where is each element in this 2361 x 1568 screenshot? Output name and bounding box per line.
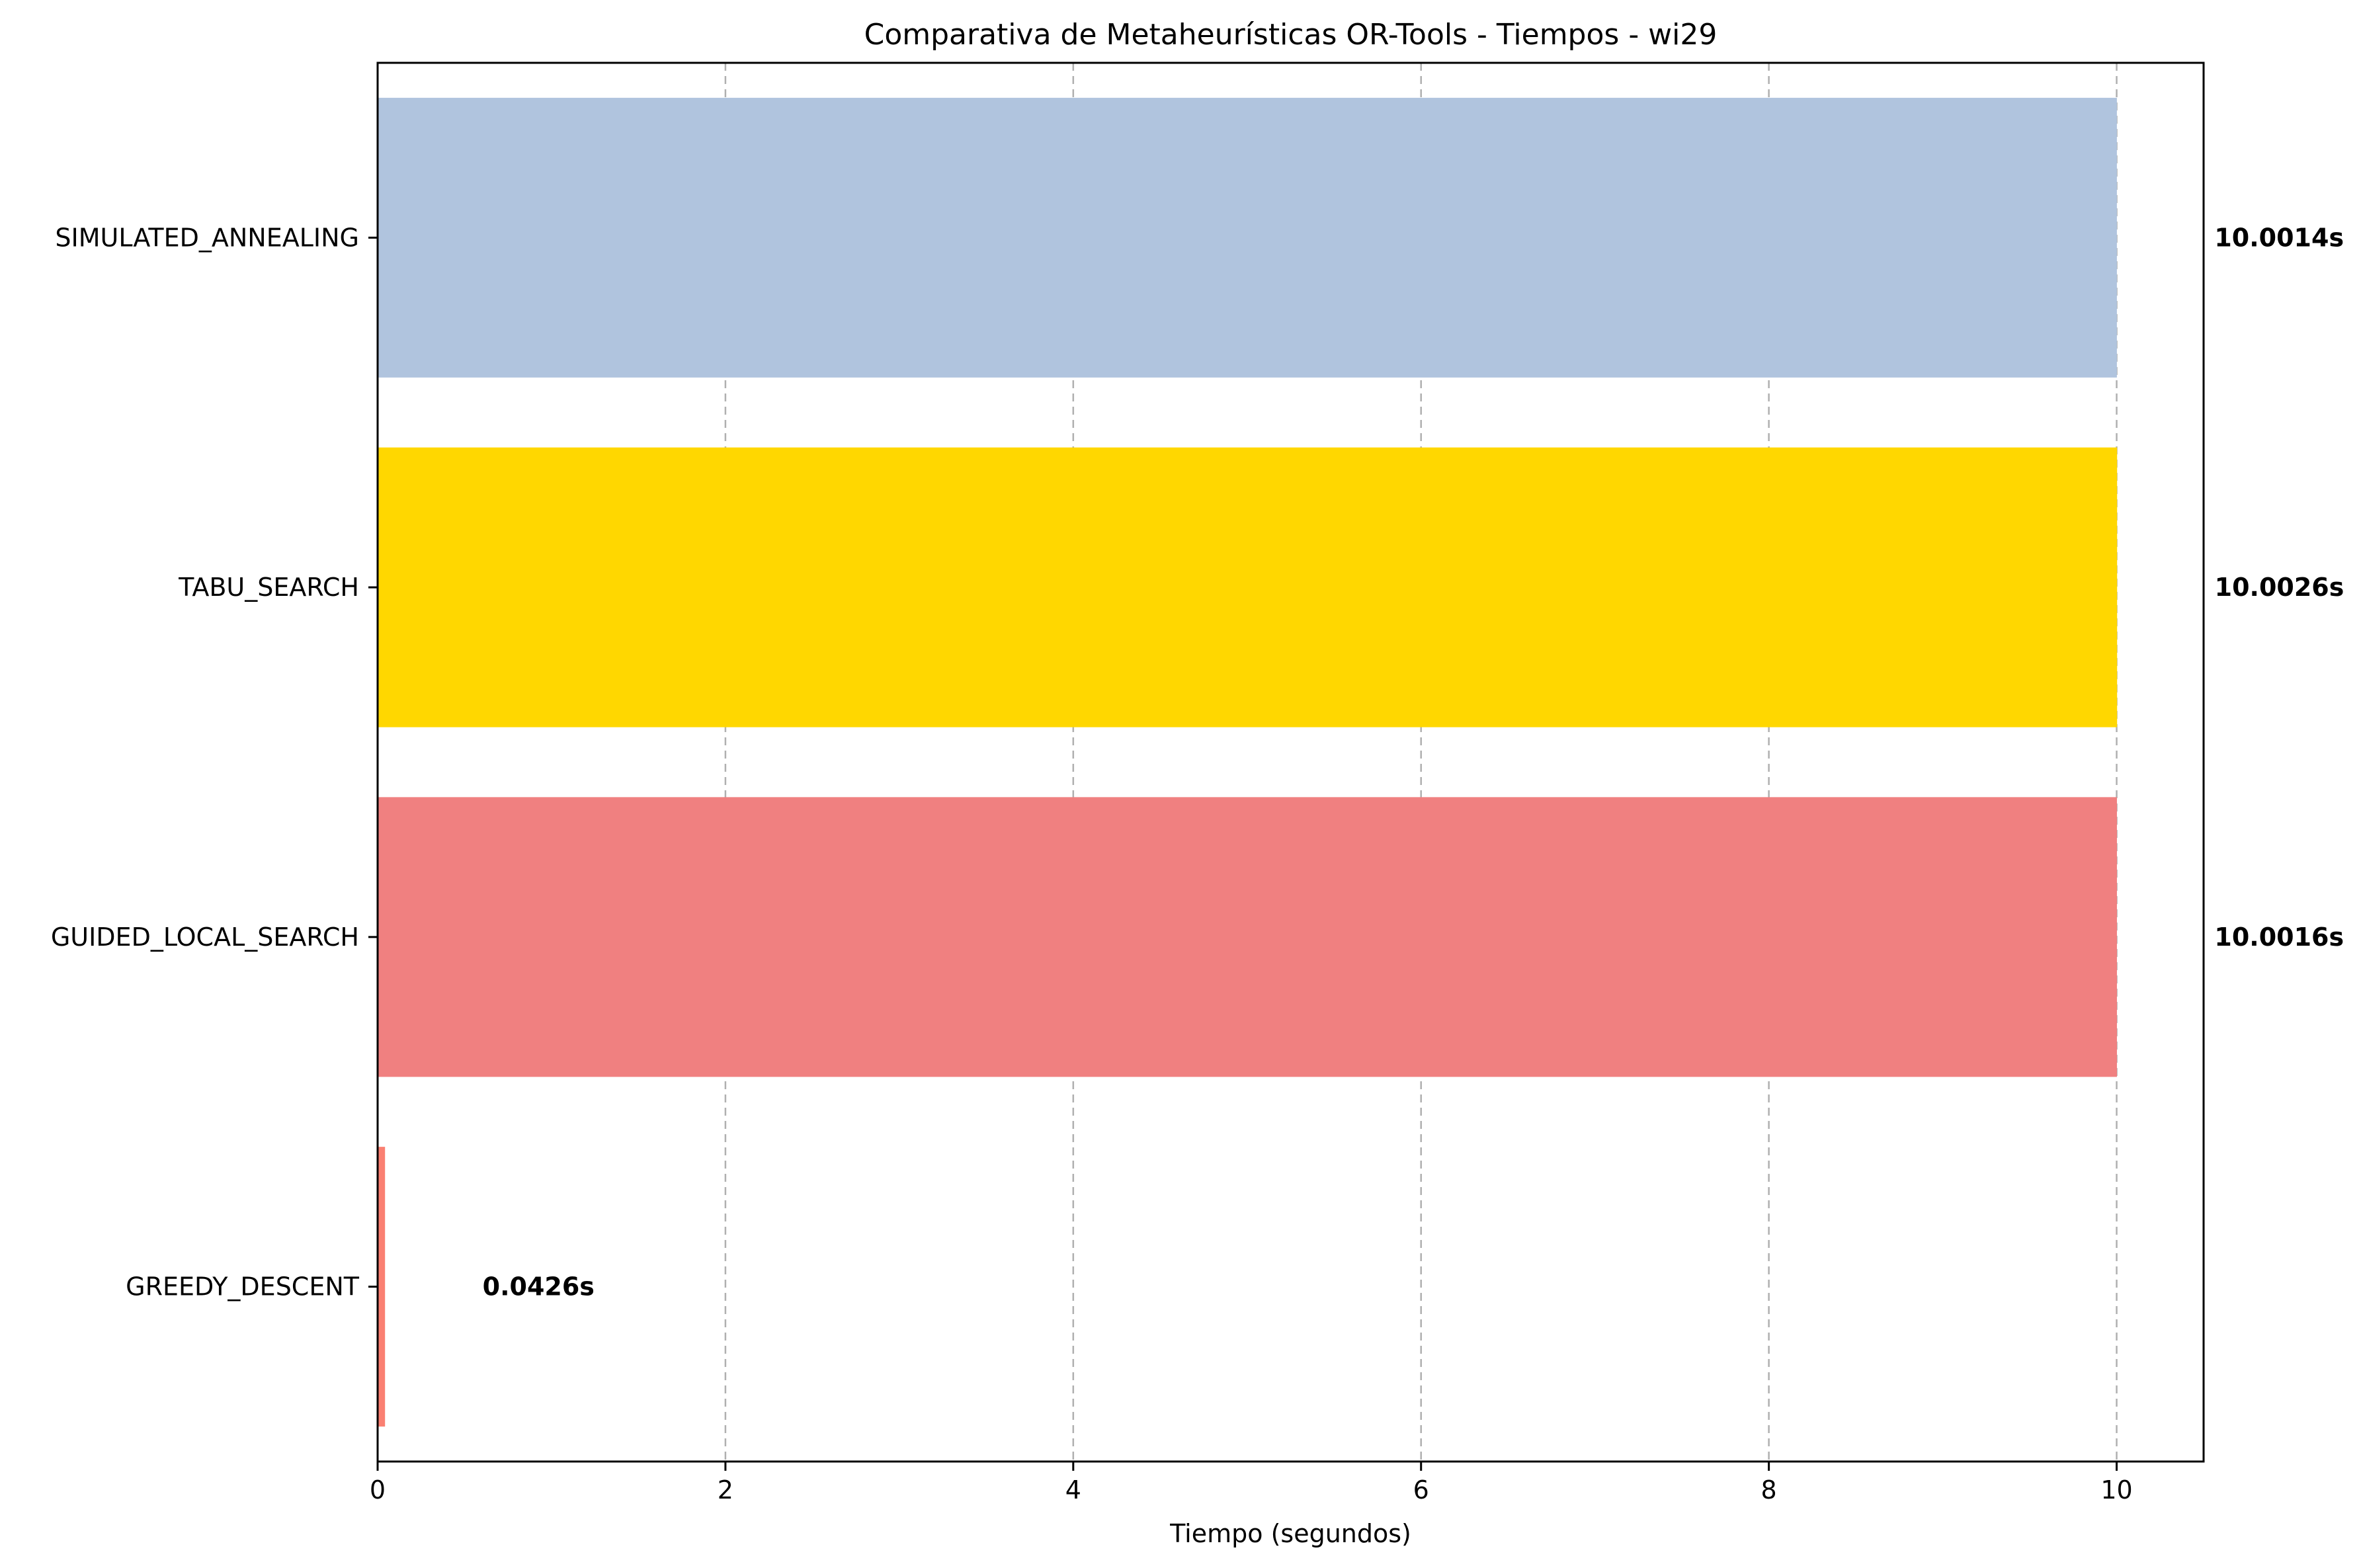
x-axis-label: Tiempo (segundos) bbox=[1169, 1519, 1411, 1548]
data-label: 10.0014s bbox=[2214, 223, 2344, 252]
y-tick-label: SIMULATED_ANNEALING bbox=[55, 223, 359, 252]
y-tick-label: TABU_SEARCH bbox=[178, 573, 359, 602]
x-tick-label: 0 bbox=[370, 1475, 386, 1505]
plot-frame bbox=[376, 62, 2205, 1463]
bar-tabu-search bbox=[378, 447, 2118, 727]
data-label: 10.0026s bbox=[2215, 573, 2344, 602]
bar-greedy-descent bbox=[378, 1147, 386, 1427]
chart-title: Comparativa de Metaheurísticas OR-Tools … bbox=[864, 18, 1718, 52]
bars bbox=[378, 97, 2118, 1427]
y-tick-label: GUIDED_LOCAL_SEARCH bbox=[51, 923, 359, 952]
x-tick-label: 8 bbox=[1761, 1475, 1777, 1505]
x-tick-label: 6 bbox=[1413, 1475, 1429, 1505]
y-tick-label: GREEDY_DESCENT bbox=[126, 1272, 360, 1301]
x-tick-label: 2 bbox=[718, 1475, 733, 1505]
data-label: 10.0016s bbox=[2214, 923, 2344, 952]
bar-guided-local-search bbox=[378, 797, 2117, 1077]
x-tick-label: 10 bbox=[2100, 1475, 2132, 1505]
data-label: 0.0426s bbox=[483, 1272, 595, 1301]
data-labels: 10.0014s 10.0026s 10.0016s 0.0426s bbox=[483, 223, 2344, 1301]
axis-ticks: SIMULATED_ANNEALING TABU_SEARCH GUIDED_LOC… bbox=[51, 223, 2133, 1505]
bar-simulated-annealing bbox=[378, 97, 2117, 378]
x-tick-label: 4 bbox=[1065, 1475, 1081, 1505]
